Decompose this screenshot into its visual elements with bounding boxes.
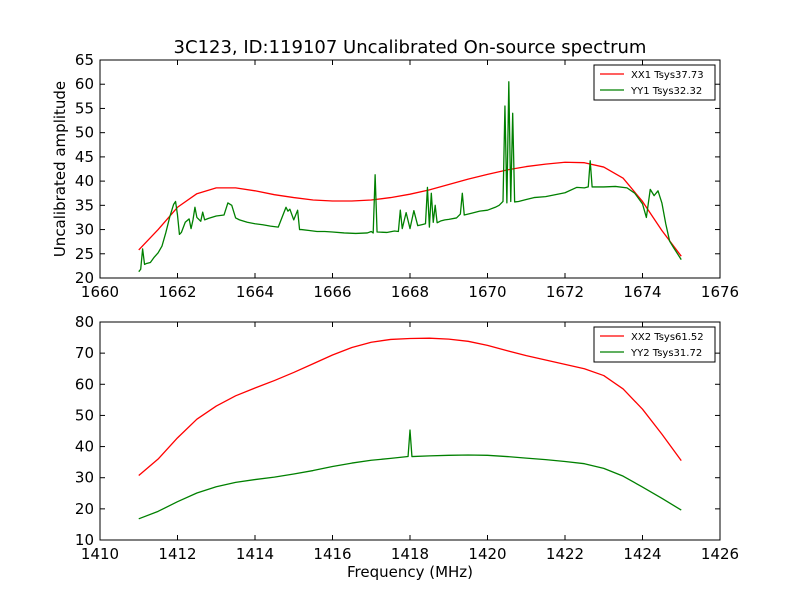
top-series-line-2 [138,81,682,273]
bottom-series-lines [138,337,682,520]
top-x-tick-label: 1676 [701,283,739,301]
bottom-x-axis-label: Frequency (MHz) [347,563,473,581]
bottom-x-tick-label: 1424 [623,545,661,563]
top-y-tick-label: 50 [75,124,94,142]
bottom-legend: XX2 Tsys61.52 YY2 Tsys31.72 [593,326,716,363]
bottom-x-tick-label: 1410 [81,545,119,563]
top-legend-box [593,64,716,101]
bottom-y-tick-label: 80 [75,313,94,331]
top-x-tick-label: 1660 [81,283,119,301]
top-y-tick-labels: 20 25 30 35 40 45 50 55 60 65 [75,51,94,287]
bottom-x-tick-label: 1418 [391,545,429,563]
bottom-x-tick-label: 1414 [236,545,274,563]
bottom-series-line-1 [138,337,682,477]
top-y-tick-label: 25 [75,245,94,263]
bottom-y-tick-label: 10 [75,531,94,549]
bottom-y-tick-label: 20 [75,500,94,518]
bottom-x-tick-label: 1422 [546,545,584,563]
bottom-legend-box [593,326,716,363]
top-y-tick-label: 60 [75,75,94,93]
top-y-tick-label: 45 [75,148,94,166]
bottom-panel: 1410 1412 1414 1416 1418 1420 1422 1424 1426 10 2… [75,313,739,581]
top-y-tick-label: 40 [75,172,94,190]
top-y-tick-label: 65 [75,51,94,69]
top-x-tick-label: 1662 [158,283,196,301]
top-x-tick-label: 1670 [468,283,506,301]
top-y-tick-label: 55 [75,99,94,117]
top-x-tick-label: 1674 [623,283,661,301]
bottom-y-tick-labels: 10 20 30 40 50 60 70 80 [75,313,94,549]
bottom-series-line-2 [138,429,682,520]
top-legend: XX1 Tsys37.73 YY1 Tsys32.32 [593,64,716,101]
bottom-x-tick-label: 1426 [701,545,739,563]
bottom-y-tick-label: 60 [75,375,94,393]
bottom-x-tick-label: 1420 [468,545,506,563]
top-x-tick-label: 1664 [236,283,274,301]
bottom-tick-marks [99,321,721,541]
top-legend-label-yy1: YY1 Tsys32.32 [630,86,702,97]
bottom-x-tick-labels: 1410 1412 1414 1416 1418 1420 1422 1424 1426 [81,545,739,563]
top-x-tick-labels: 1660 1662 1664 1666 1668 1670 1672 1674 1676 [81,283,739,301]
top-y-tick-label: 30 [75,221,94,239]
top-x-tick-label: 1668 [391,283,429,301]
bottom-y-tick-label: 40 [75,438,94,456]
bottom-x-tick-label: 1416 [313,545,351,563]
top-legend-label-xx1: XX1 Tsys37.73 [631,70,704,81]
top-y-axis-label: Uncalibrated amplitude [51,81,69,257]
bottom-y-tick-label: 30 [75,469,94,487]
top-panel: 1660 1662 1664 1666 1668 1670 1672 1674 1676 202… [51,51,739,301]
bottom-legend-label-xx2: XX2 Tsys61.52 [631,332,704,343]
bottom-x-tick-label: 1412 [158,545,196,563]
bottom-y-tick-label: 70 [75,344,94,362]
top-y-tick-label: 20 [75,269,94,287]
figure-title: 3C123, ID:119107 Uncalibrated On-source … [174,37,647,58]
top-x-tick-label: 1672 [546,283,584,301]
top-tick-marks [99,59,721,279]
top-y-tick-label: 35 [75,196,94,214]
top-series-lines [138,81,682,273]
bottom-y-tick-label: 50 [75,406,94,424]
bottom-legend-label-yy2: YY2 Tsys31.72 [630,348,702,359]
top-x-tick-label: 1666 [313,283,351,301]
